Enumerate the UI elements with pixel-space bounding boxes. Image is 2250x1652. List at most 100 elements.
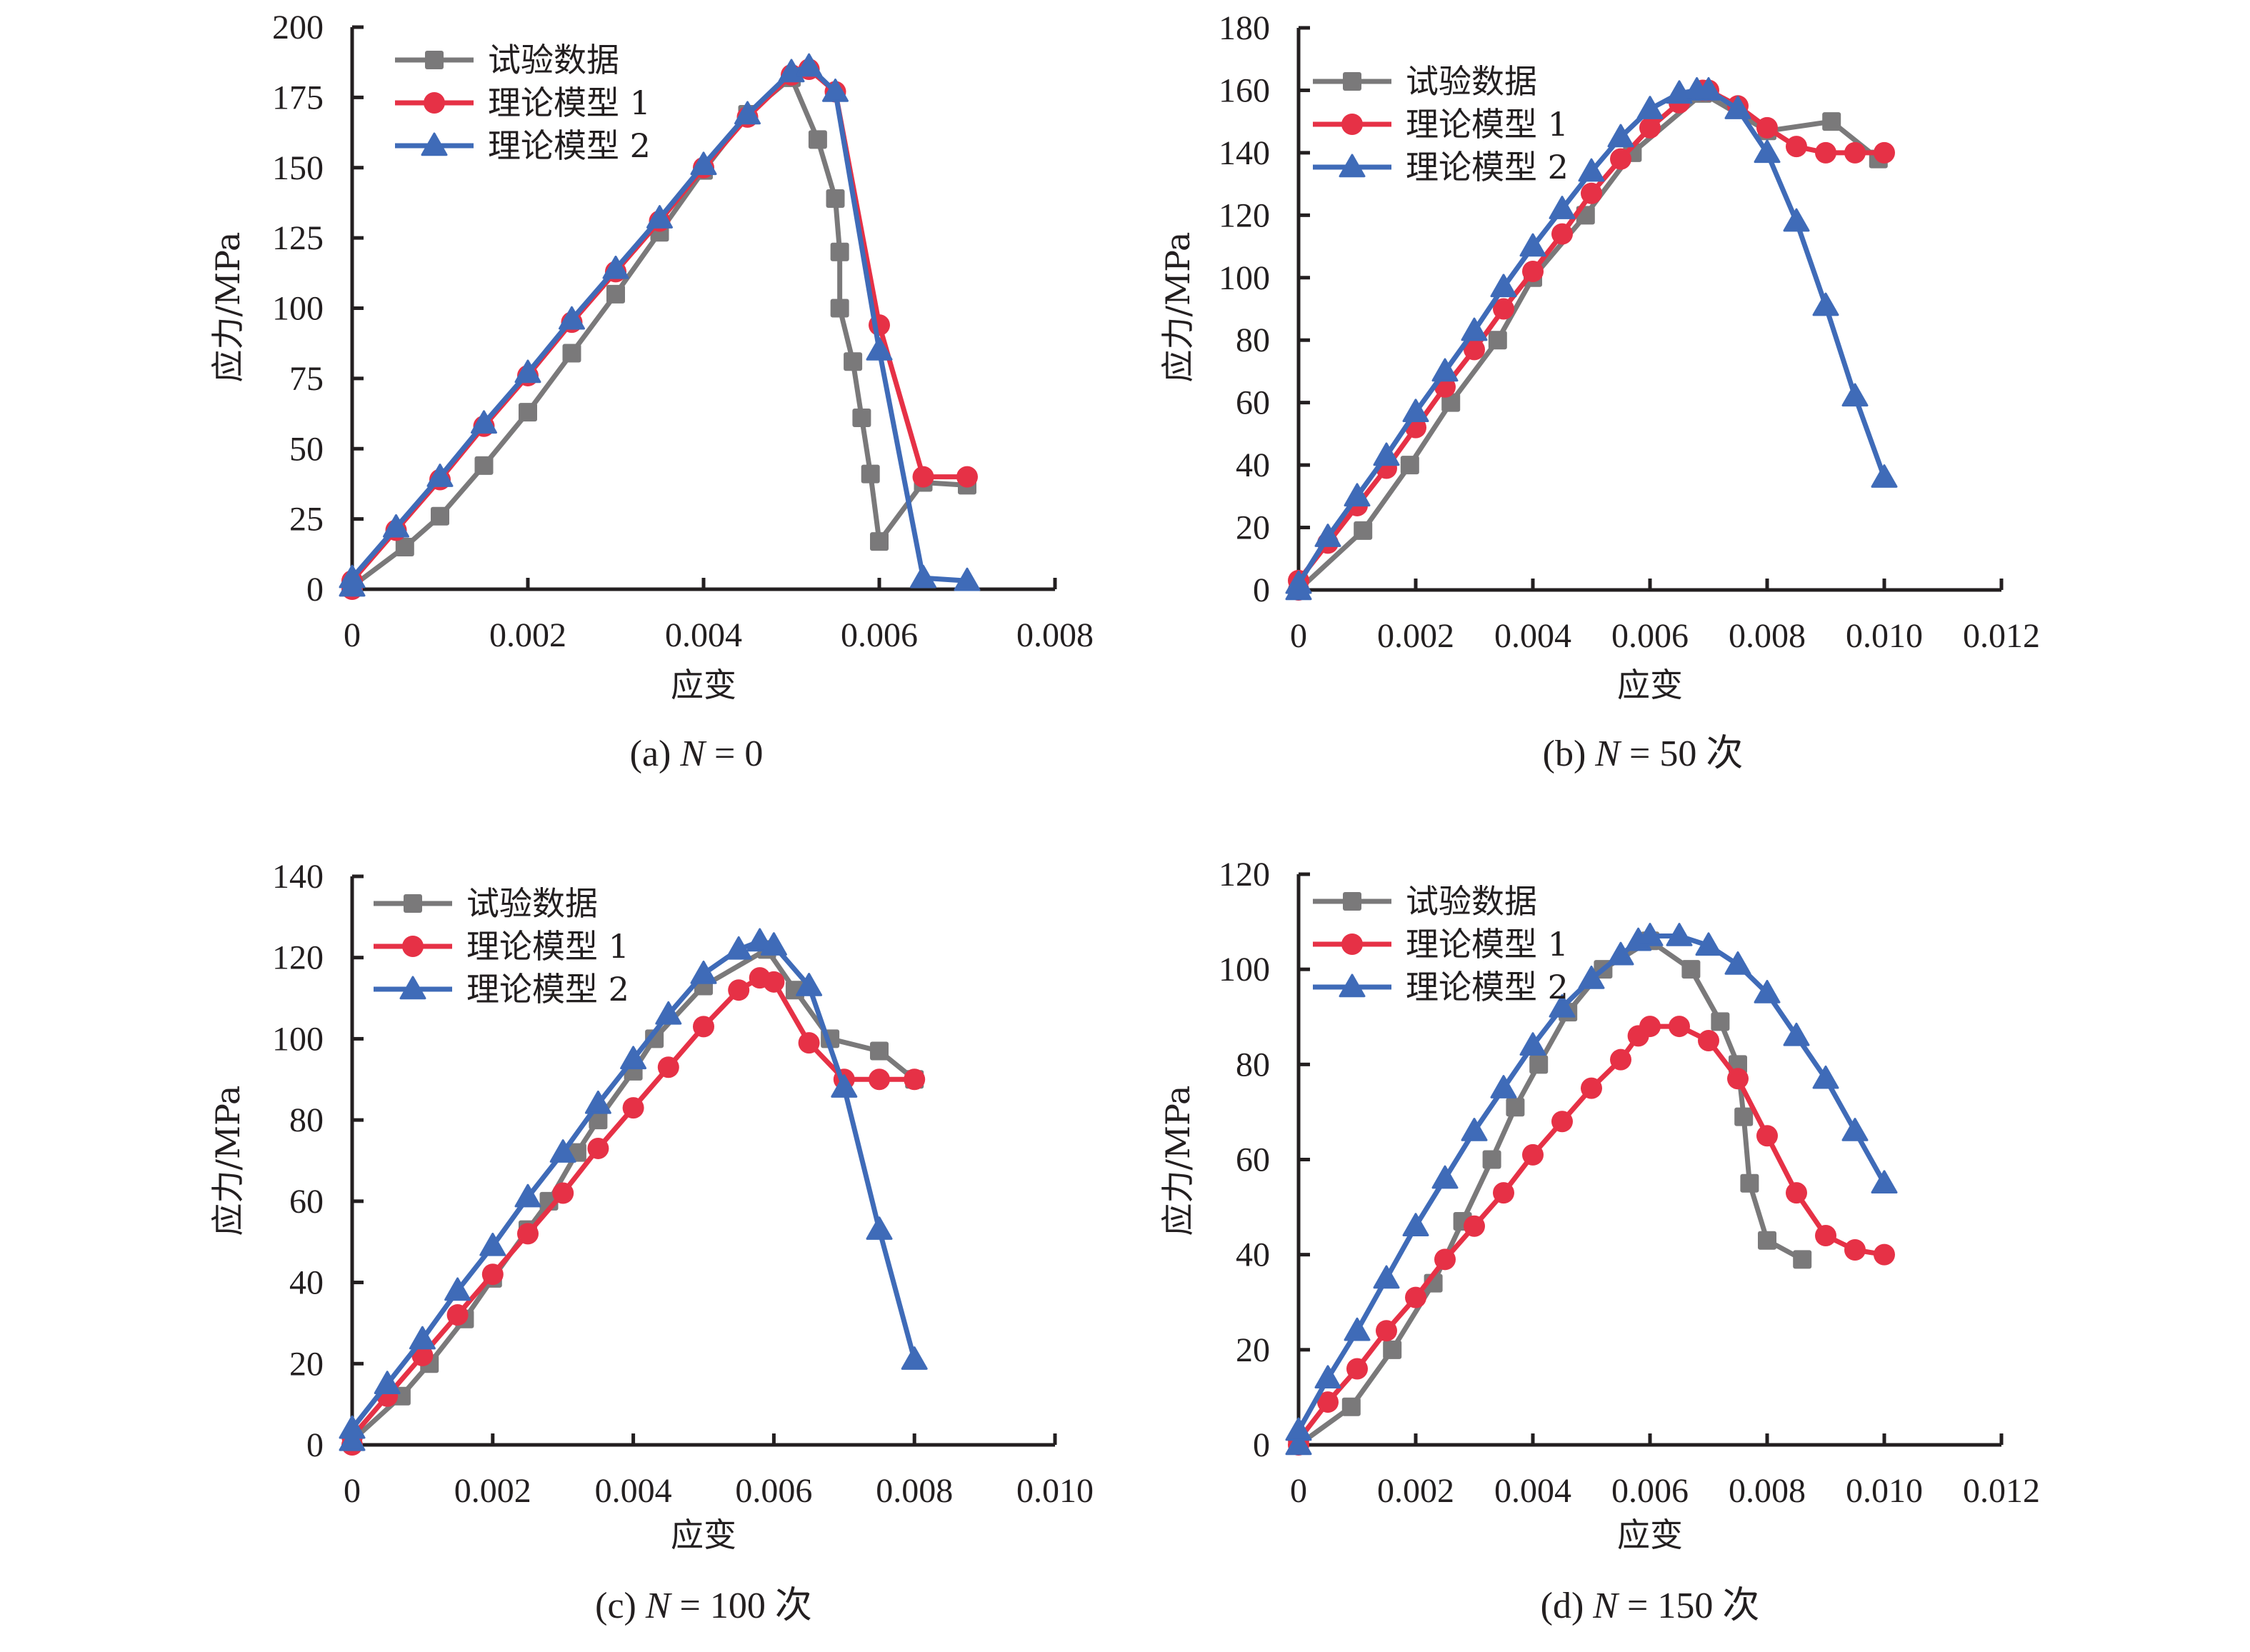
y-tick-label: 0 — [306, 1426, 324, 1464]
x-tick-label: 0.008 — [876, 1472, 953, 1510]
data-point-triangle — [690, 151, 717, 176]
caption-value: 100 — [701, 1586, 766, 1626]
data-point-circle — [1376, 1320, 1397, 1342]
data-point-triangle — [383, 514, 409, 538]
data-point-square — [1354, 521, 1373, 540]
data-point-triangle — [1373, 442, 1400, 466]
data-point-triangle — [1490, 274, 1517, 298]
data-point-triangle — [1373, 1265, 1400, 1289]
data-point-square — [404, 894, 422, 913]
data-point-circle — [1698, 1030, 1719, 1052]
caption-value: 0 — [735, 734, 763, 774]
data-point-triangle — [421, 132, 448, 156]
data-point-triangle — [1724, 96, 1751, 119]
data-point-triangle — [1666, 923, 1693, 946]
data-point-circle — [1346, 1358, 1368, 1380]
caption-eq: = — [1618, 1586, 1648, 1626]
legend-label: 试验数据 — [1406, 882, 1537, 921]
legend-item-model1: 理论模型 1 — [395, 84, 651, 122]
y-tick-label: 200 — [272, 9, 324, 46]
data-point-circle — [1464, 339, 1485, 361]
data-point-triangle — [1812, 1065, 1839, 1089]
data-point-triangle — [1871, 464, 1898, 488]
data-point-square — [808, 130, 827, 149]
data-point-triangle — [584, 1090, 611, 1114]
y-tick-label: 175 — [272, 79, 324, 116]
data-point-circle — [1581, 182, 1602, 204]
caption-value: 50 — [1650, 734, 1696, 774]
data-point-triangle — [374, 1371, 401, 1394]
x-tick-label: 0.008 — [1729, 617, 1806, 655]
data-point-square — [1793, 1250, 1812, 1269]
data-point-circle — [1464, 1215, 1485, 1237]
data-point-square — [431, 506, 449, 526]
data-point-circle — [1639, 116, 1661, 139]
series-test — [1289, 931, 1812, 1454]
data-point-circle — [1727, 1068, 1749, 1090]
data-point-triangle — [690, 960, 717, 984]
data-point-triangle — [514, 359, 541, 384]
data-point-circle — [1756, 1125, 1778, 1147]
data-point-square — [870, 1041, 889, 1061]
x-tick-label: 0.004 — [595, 1472, 672, 1510]
data-point-square — [1734, 1107, 1754, 1126]
legend-item-model2: 理论模型 2 — [395, 126, 651, 165]
y-tick-label: 80 — [289, 1101, 324, 1139]
panel-caption: (a) N = 0 — [630, 734, 764, 774]
legend-item-model1: 理论模型 1 — [374, 927, 629, 966]
data-point-circle — [1786, 136, 1807, 158]
y-tick-label: 25 — [289, 501, 324, 539]
series-model2 — [339, 53, 981, 597]
y-tick-label: 50 — [289, 430, 324, 468]
y-tick-label: 20 — [1236, 509, 1270, 547]
caption-prefix: (c) — [595, 1586, 636, 1626]
data-point-triangle — [866, 1216, 893, 1240]
y-axis-title: 应力/MPa — [1159, 232, 1197, 383]
data-point-square — [1488, 331, 1507, 350]
data-point-triangle — [1636, 923, 1664, 946]
data-point-circle — [552, 1182, 574, 1204]
data-point-triangle — [1841, 383, 1869, 407]
caption-unit: 次 — [1696, 734, 1743, 774]
data-point-square — [1482, 1150, 1501, 1169]
data-point-circle — [411, 1344, 434, 1366]
data-point-triangle — [1431, 358, 1459, 382]
chart-panel-c: 0 20 40 60 80 100 120 140 0 0.002 0.004 0.006 0.008 0… — [209, 858, 1094, 1626]
data-point-circle — [587, 1137, 609, 1159]
data-point-triangle — [1607, 124, 1634, 148]
data-point-square — [1711, 1012, 1730, 1031]
data-point-triangle — [1607, 941, 1634, 966]
data-point-triangle — [1636, 96, 1664, 119]
x-tick-label: 0.002 — [454, 1472, 531, 1510]
data-point-circle — [798, 1032, 820, 1054]
data-point-circle — [1434, 1248, 1456, 1271]
caption-unit: 次 — [766, 1586, 812, 1626]
x-tick-label: 0.010 — [1846, 1472, 1923, 1510]
data-point-triangle — [1344, 483, 1371, 507]
data-point-triangle — [1754, 979, 1781, 1003]
data-point-circle — [1610, 148, 1631, 170]
series-model1 — [1288, 79, 1895, 601]
data-point-circle — [1669, 1016, 1690, 1038]
legend-item-model1: 理论模型 1 — [1313, 105, 1569, 144]
data-point-square — [852, 408, 871, 427]
data-point-square — [826, 189, 845, 209]
data-point-triangle — [725, 936, 752, 960]
data-point-circle — [1874, 1243, 1895, 1266]
series-line — [1296, 938, 1804, 1447]
data-point-circle — [1341, 933, 1363, 955]
data-point-triangle — [444, 1277, 471, 1301]
data-point-triangle — [655, 1001, 682, 1025]
data-point-triangle — [1402, 399, 1429, 423]
data-point-circle — [1493, 1182, 1514, 1204]
x-axis-title: 应变 — [671, 1516, 736, 1554]
data-point-square — [1681, 960, 1701, 979]
caption-eq: = — [1620, 734, 1650, 774]
legend-label: 理论模型 1 — [1406, 925, 1569, 963]
legend-item-model1: 理论模型 1 — [1313, 925, 1569, 963]
x-tick-label: 0.002 — [1377, 1472, 1454, 1510]
data-point-square — [1822, 112, 1841, 131]
caption-prefix: (b) — [1543, 734, 1586, 774]
data-point-triangle — [1285, 1431, 1312, 1456]
